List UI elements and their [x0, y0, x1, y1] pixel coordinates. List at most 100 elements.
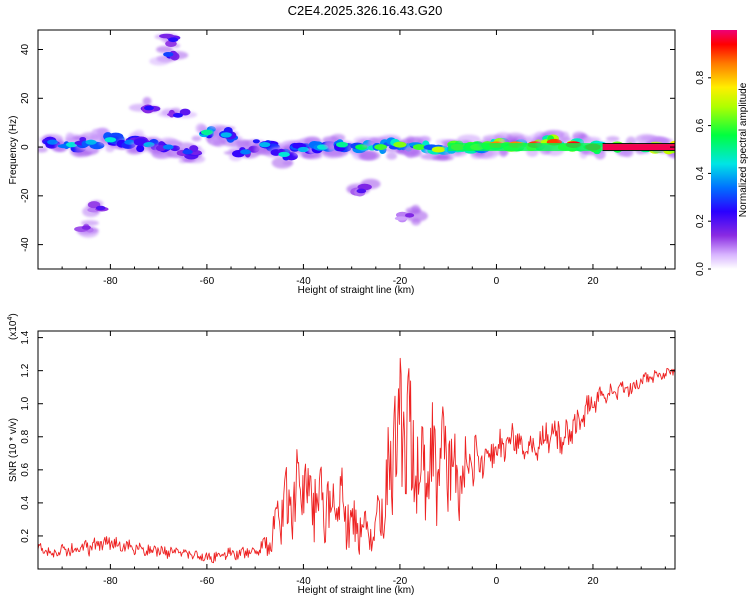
spectrogram-halo: [92, 128, 107, 134]
spectrogram-blob-core: [47, 139, 58, 145]
snr-x-axis-label: Height of straight line (km): [298, 585, 415, 596]
spectrogram-x-tick-label: -20: [393, 276, 408, 287]
spectrogram-blob-core: [393, 141, 407, 148]
colorbar-tick-label: 0.0: [695, 262, 706, 276]
spectrogram-blob: [79, 137, 87, 142]
spectrogram-blob-core: [143, 105, 154, 111]
colorbar-tick-label: 0.8: [695, 70, 706, 84]
snr-y-axis-label: SNR (10 * v/v): [8, 418, 19, 482]
chart-title: C2E4.2025.326.16.43.G20: [288, 3, 443, 18]
spectrogram-blob-core: [95, 205, 106, 211]
colorbar: 0.0 0.2 0.4 0.6 0.8 Normalized spectral ampl…: [695, 30, 749, 276]
snr-x-tick-label: -80: [103, 576, 118, 587]
svg-text:(x104): (x104): [7, 313, 19, 340]
spectrogram-halo: [209, 124, 226, 130]
spectrogram-ridge: [602, 144, 675, 151]
spectrogram-x-tick-label: 0: [494, 276, 500, 287]
spectrogram-y-tick-label: -20: [20, 188, 31, 203]
colorbar-label: Normalized spectral amplitude: [738, 82, 749, 217]
spectrogram-halo: [411, 218, 421, 226]
spectrogram-y-axis-label: Frequency (Hz): [8, 116, 19, 185]
snr-axes: -80 -60 -40 -20 0 20 0.2 0.4 0.6 0.8 1.0 1.2 1.4: [20, 330, 675, 587]
spectrogram-blob-core: [200, 129, 213, 136]
spectrogram-halo: [386, 152, 398, 160]
snr-x-tick-label: 0: [494, 576, 500, 587]
spectrogram-x-tick-label: -80: [103, 276, 118, 287]
spectrogram-blob-core: [259, 142, 271, 148]
snr-scale-label: (x104): [7, 313, 19, 340]
spectrogram-blob: [179, 108, 191, 116]
spectrogram-blob-core: [81, 225, 91, 230]
snr-y-tick-label: 1.4: [20, 330, 31, 344]
spectrogram-y-tick-label: 20: [20, 92, 31, 104]
spectrogram-panel: -80 -60 -40 -20 0 20 -40 -20 0 20 40 Height of str…: [8, 29, 676, 296]
spectrogram-blob-core: [336, 141, 349, 148]
spectrogram-blob-core: [278, 151, 290, 158]
spectrogram-blob-core: [356, 188, 367, 194]
colorbar-ticks: 0.0 0.2 0.4 0.6 0.8: [695, 70, 711, 276]
snr-panel: -80 -60 -40 -20 0 20 0.2 0.4 0.6 0.8 1.0 1.2 1.4 Hei…: [7, 313, 676, 596]
spectrogram-blob-core: [168, 37, 179, 43]
snr-y-tick-label: 0.4: [20, 496, 31, 510]
spectrogram-ridge-glow: [448, 143, 675, 152]
snr-x-tick-label: 20: [587, 576, 599, 587]
spectrogram-blob: [159, 33, 175, 39]
snr-frame: [37, 330, 676, 570]
spectrogram-blob: [357, 183, 372, 191]
colorbar-tick-label: 0.4: [695, 166, 706, 180]
spectrogram-blob-core: [412, 144, 426, 150]
spectrogram-halo: [156, 45, 174, 54]
spectrogram-frame: [37, 29, 676, 270]
snr-series-line: [38, 357, 675, 564]
spectrogram-halo: [149, 56, 170, 66]
spectrogram-blob-core: [172, 112, 183, 118]
spectrogram-blob-core: [374, 144, 388, 150]
spectrogram-x-tick-label: -60: [200, 276, 215, 287]
snr-scale-prefix: (x10: [8, 320, 19, 340]
spectrogram-halo: [606, 136, 620, 142]
spectrogram-x-axis-label: Height of straight line (km): [298, 285, 415, 296]
spectrogram-blob-core: [297, 146, 310, 153]
spectrogram-halo: [38, 146, 48, 153]
spectrogram-blob-core: [404, 213, 415, 218]
spectrogram-halo: [404, 210, 428, 222]
spectrogram-blob: [136, 144, 145, 153]
spectrogram-blob: [394, 216, 408, 221]
snr-y-tick-label: 0.6: [20, 462, 31, 476]
spectrogram-blob-core: [182, 149, 193, 155]
spectrogram-y-tick-label: 0: [20, 144, 31, 150]
spectrogram-halo: [649, 138, 674, 143]
spectrogram-halo: [359, 150, 381, 161]
spectrogram-halo: [142, 97, 152, 106]
spectrogram-blob: [252, 139, 260, 144]
snr-x-tick-label: -60: [200, 576, 215, 587]
spectrogram-halo: [191, 135, 202, 142]
spectrogram-x-tick-label: 20: [587, 276, 599, 287]
spectrogram-y-tick-label: -40: [20, 237, 31, 252]
spectrogram-blob-core: [240, 149, 251, 155]
colorbar-tick-label: 0.6: [695, 118, 706, 132]
snr-x-tick-label: -40: [296, 576, 311, 587]
snr-x-tick-label: -20: [393, 576, 408, 587]
spectrogram-blob-core: [220, 132, 232, 138]
spectrogram-blob-core: [431, 146, 446, 153]
spectrogram-x-tick-label: -40: [296, 276, 311, 287]
spectrogram-halo: [420, 135, 431, 142]
colorbar-tick-label: 0.2: [695, 214, 706, 228]
spectrogram-heat-layer: [38, 33, 675, 238]
spectrogram-halo: [411, 204, 420, 213]
snr-scale-exponent: 4: [7, 317, 14, 321]
snr-y-tick-label: 1.2: [20, 363, 31, 377]
spectrogram-blob-core: [85, 139, 97, 145]
snr-y-tick-label: 0.8: [20, 429, 31, 443]
spectrogram-blob-core: [162, 144, 174, 150]
spectrogram-blob-core: [163, 51, 174, 57]
snr-y-tick-label: 0.2: [20, 529, 31, 543]
spectrogram-y-tick-label: 40: [20, 44, 31, 56]
spectrogram-axes: -80 -60 -40 -20 0 20 -40 -20 0 20 40: [20, 30, 675, 287]
spectrogram-halo: [411, 149, 423, 157]
snr-y-tick-label: 1.0: [20, 396, 31, 410]
colorbar-gradient: [711, 30, 737, 269]
spectrogram-blob: [87, 201, 101, 209]
